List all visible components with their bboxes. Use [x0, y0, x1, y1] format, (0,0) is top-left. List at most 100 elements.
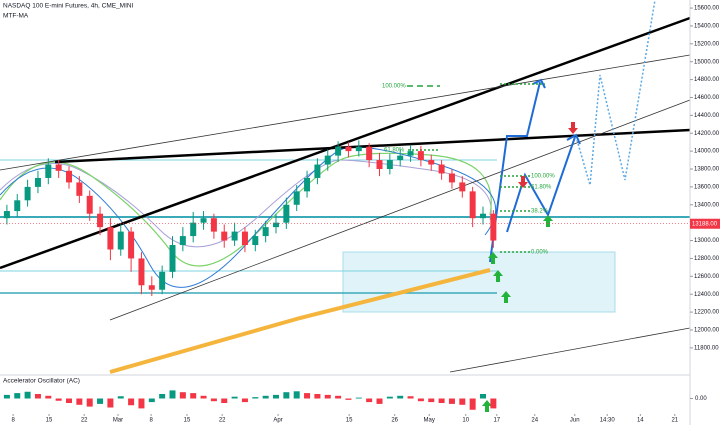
x-tick-label: 15 [184, 418, 191, 424]
candle-body [438, 164, 445, 174]
candle-body [231, 231, 238, 241]
y-tick-label: 11800.00 [694, 345, 719, 351]
y-tick-label: 15400.00 [694, 24, 720, 30]
candle-body [3, 211, 10, 219]
last-price-label: 13188.00 [692, 221, 718, 227]
oscillator-bar [386, 396, 393, 399]
oscillator-bar [231, 396, 238, 399]
candle-body [293, 191, 300, 205]
candle-body [34, 177, 41, 187]
oscillator-bar [293, 391, 300, 399]
candle-body [14, 200, 21, 212]
candle-body [45, 164, 52, 178]
trendline [0, 16, 691, 270]
oscillator-bar [24, 391, 31, 399]
oscillator-bar [448, 398, 455, 404]
up-arrow [543, 215, 553, 227]
trendline [54, 128, 691, 164]
candle-body [200, 218, 207, 223]
x-tick-label: 22 [219, 418, 226, 424]
chart-title: NASDAQ 100 E-mini Futures, 4h, CME_MINI [3, 3, 134, 10]
candle-body [66, 170, 72, 183]
x-tick-label: 14:30 [600, 418, 616, 424]
down-arrow [518, 176, 528, 188]
y-tick-label: 12400.00 [694, 292, 720, 298]
x-tick-label: 15 [346, 418, 353, 424]
y-tick-label: 12000.00 [694, 328, 720, 334]
drawings [0, 0, 691, 412]
candle-body [469, 191, 476, 219]
projection [489, 81, 541, 263]
x-tick-label: 14 [637, 418, 644, 424]
trendline [109, 99, 691, 321]
y-tick-label: 15200.00 [694, 41, 720, 47]
candle-body [376, 160, 383, 170]
oscillator-bar [469, 398, 476, 410]
orange-band [109, 268, 491, 374]
x-tick-label: 26 [391, 418, 398, 424]
fib-label: 100.00% [382, 84, 406, 90]
x-tick-label: Mar [113, 418, 123, 424]
candle-body [55, 164, 62, 171]
oscillator-bar [428, 398, 435, 403]
y-tick-label: 0.00 [695, 396, 707, 402]
x-tick-label: 10 [462, 418, 469, 424]
candle-body [448, 173, 455, 183]
candle-body [117, 231, 124, 250]
oscillator-bar [76, 398, 83, 405]
candle-body [335, 146, 342, 156]
x-tick-label: 22 [81, 418, 88, 424]
oscillator-bar [262, 395, 269, 399]
candle-body [24, 186, 31, 201]
down-arrow [568, 122, 578, 134]
candle-body [490, 213, 497, 241]
fib-label: 61.80% [531, 185, 552, 191]
candle-body [107, 227, 114, 250]
oscillator-bar [366, 398, 373, 403]
candle-body [314, 164, 321, 178]
candle-body [480, 213, 486, 219]
oscillator-bar [397, 395, 404, 399]
oscillator-bar [438, 398, 445, 403]
candle-body [76, 182, 83, 196]
x-tick-label: 8 [11, 418, 15, 424]
oscillator-bar [3, 394, 10, 399]
candle-body [221, 231, 228, 241]
oscillator-bar [459, 398, 466, 405]
oscillator-bar [97, 398, 104, 404]
oscillator-bar [273, 394, 279, 399]
y-tick-label: 14800.00 [694, 77, 720, 83]
oscillator-bar [355, 397, 362, 399]
fib-label: 0.00% [531, 250, 549, 256]
x-tick-label: Apr [273, 418, 282, 424]
trendline [449, 327, 691, 373]
candle-body [97, 213, 104, 228]
projection [506, 136, 576, 233]
oscillator-bar [417, 398, 424, 402]
x-tick-label: 17 [493, 418, 500, 424]
y-tick-label: 15600.00 [694, 6, 720, 12]
y-tick-label: 14400.00 [694, 113, 720, 119]
y-tick-label: 12800.00 [694, 256, 720, 262]
oscillator-bar [159, 394, 166, 399]
oscillator-bar [376, 398, 383, 404]
candle-body [407, 151, 414, 156]
moving-average [0, 159, 492, 248]
candle-body [262, 227, 269, 237]
oscillator-bar [34, 394, 41, 399]
candle-body [386, 160, 393, 170]
candle-body [252, 236, 259, 246]
oscillator-bar [138, 398, 145, 409]
oscillator-bar [55, 398, 62, 401]
oscillator-bar [345, 398, 352, 400]
candle-body [283, 204, 290, 223]
candle-body [345, 146, 352, 152]
y-tick-label: 14200.00 [694, 131, 720, 137]
fib-label: 61.80% [384, 148, 405, 154]
candle-body [179, 236, 186, 246]
oscillator-bar [304, 393, 311, 399]
oscillator-bar [490, 398, 497, 409]
oscillator-bar [86, 398, 93, 407]
x-tick-label: 8 [149, 418, 153, 424]
y-tick-label: 12200.00 [694, 310, 720, 316]
